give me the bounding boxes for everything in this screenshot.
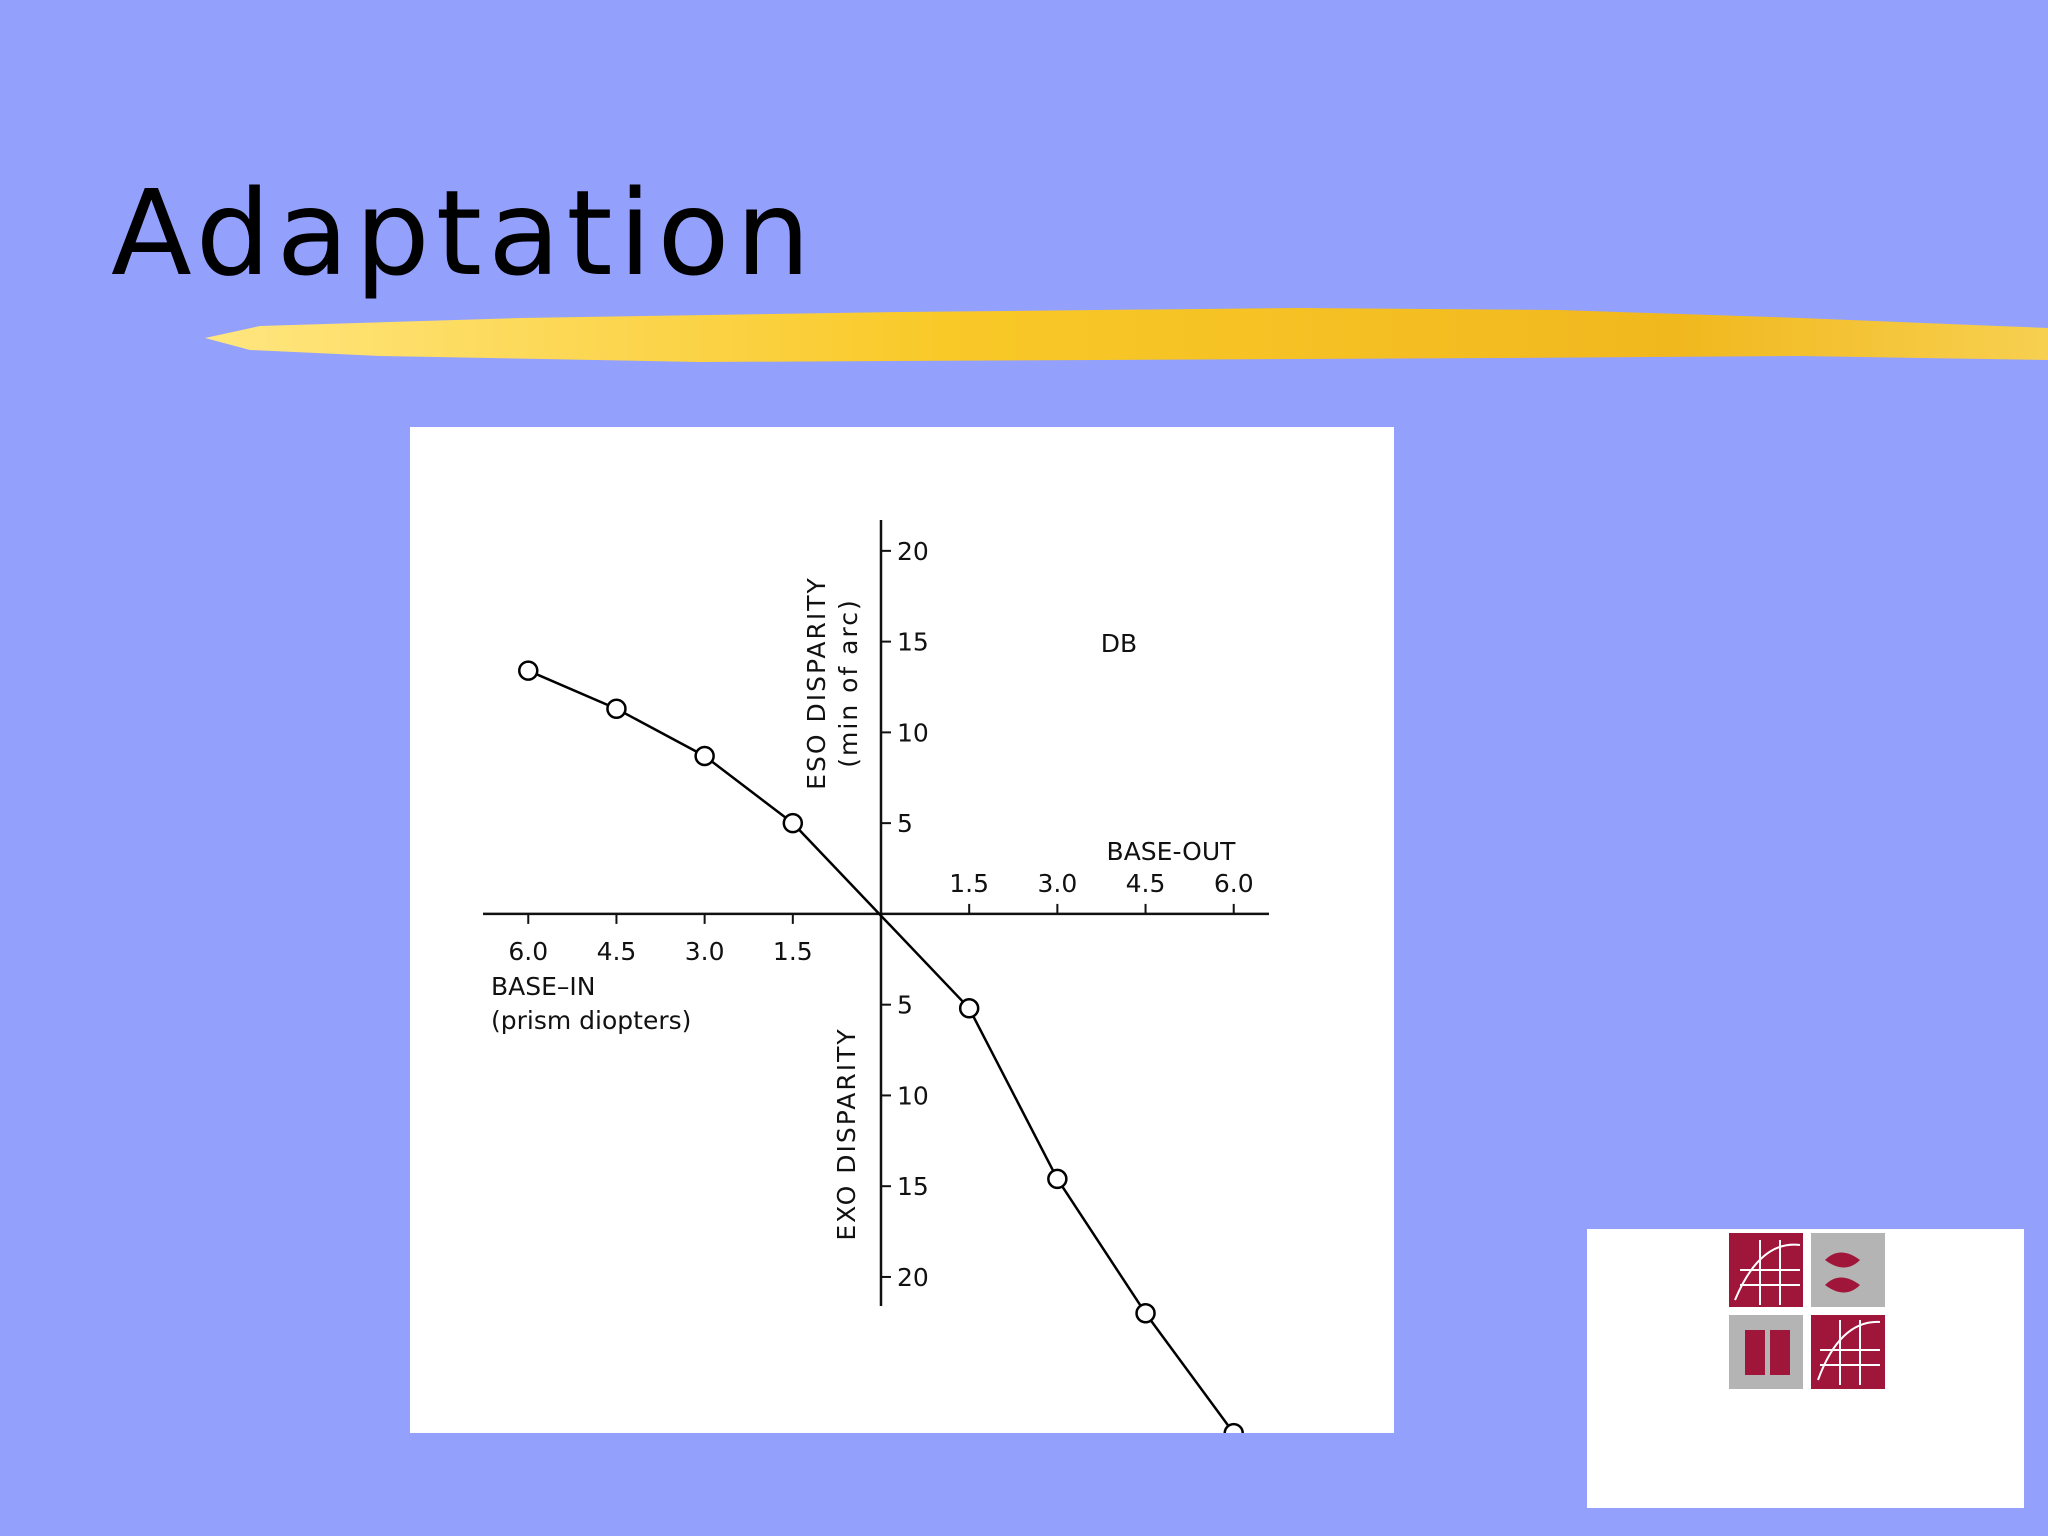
x-tick-label: 1.5 <box>773 937 813 966</box>
y-axis-label: EXO DISPARITY <box>832 1027 861 1240</box>
slide-title: Adaptation <box>111 164 816 302</box>
x-axis-unit: (prism diopters) <box>491 1006 691 1035</box>
y-tick-label: 10 <box>897 718 929 747</box>
x-tick-label: 1.5 <box>949 869 989 898</box>
x-tick-label: 4.5 <box>1126 869 1166 898</box>
data-point <box>518 660 539 681</box>
data-point <box>1047 1168 1068 1190</box>
y-tick-label: 10 <box>897 1081 929 1110</box>
x-tick-label: 3.0 <box>1037 869 1077 898</box>
data-point <box>1223 1422 1244 1433</box>
y-axis-label: ESO DISPARITY <box>802 576 831 790</box>
y-tick-label: 5 <box>897 991 913 1020</box>
data-point <box>694 745 715 767</box>
y-tick-label: 5 <box>897 809 913 838</box>
logo-panel <box>1587 1229 2024 1508</box>
x-axis-label: BASE-OUT <box>1107 837 1237 866</box>
y-tick-label: 20 <box>897 537 929 566</box>
y-tick-label: 20 <box>897 1263 929 1292</box>
y-tick-label: 15 <box>897 628 929 657</box>
chart-panel <box>410 427 1394 1433</box>
x-axis-label: BASE–IN <box>491 972 596 1001</box>
x-tick-label: 4.5 <box>597 937 637 966</box>
plot: 6.0 4.5 3.0 1.5 1.5 3.0 4.5 6.0 20 15 10 5 5 10 15 20 DB… <box>483 520 1269 1433</box>
data-line <box>527 669 1235 1433</box>
title-underline <box>205 308 2048 362</box>
logo <box>1729 1233 1885 1389</box>
data-point <box>958 998 980 1019</box>
x-tick-label: 6.0 <box>1214 869 1254 898</box>
data-point <box>782 812 804 834</box>
annotation: DB <box>1101 629 1137 658</box>
data-point <box>1135 1303 1156 1324</box>
x-tick-label: 6.0 <box>508 937 548 966</box>
x-tick-label: 3.0 <box>685 937 725 966</box>
y-tick-label: 15 <box>897 1172 929 1201</box>
y-axis-unit: (min of arc) <box>834 598 863 767</box>
data-point <box>606 698 627 720</box>
